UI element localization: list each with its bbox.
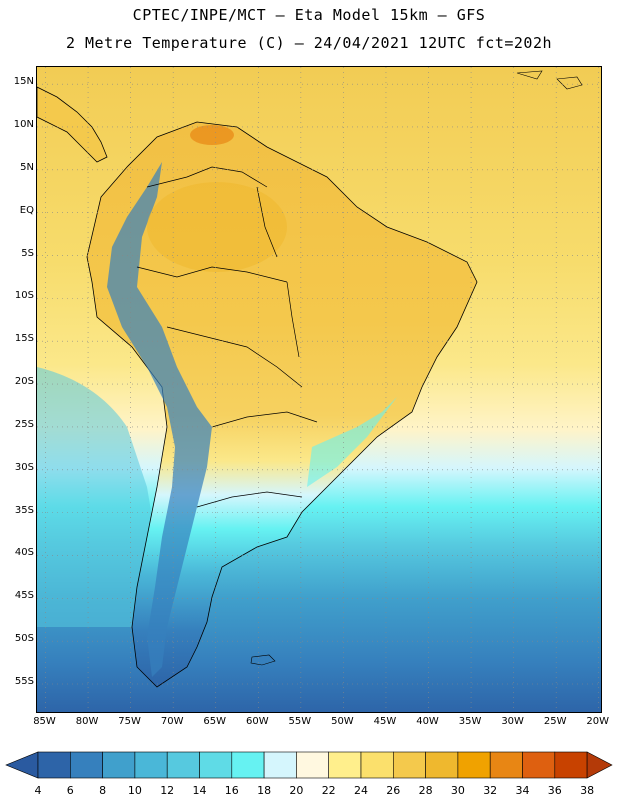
legend-label: 20 [289,784,304,797]
legend-label: 24 [354,784,368,797]
venezuela-hotspot [190,125,234,145]
legend-swatch [102,751,136,779]
legend-swatch [522,751,556,779]
map-subtitle: 2 Metre Temperature (C) – 24/04/2021 12U… [65,34,553,52]
lat-label: 45S [14,590,34,602]
legend-swatch [328,751,362,779]
legend-swatch [425,751,459,779]
legend-swatch [70,751,103,779]
lat-label: EQ [19,204,34,216]
lon-label: 85W [33,716,56,727]
country-borders [136,166,318,508]
lat-label: 15S [14,333,34,345]
central-america-landmass [37,86,108,163]
lat-label: 5S [21,247,34,259]
lat-label: 20S [14,376,34,388]
lat-label: 40S [14,547,34,559]
legend-swatch [489,751,523,779]
lat-label: 10N [13,118,34,130]
legend-label: 4 [34,784,42,797]
legend-label: 18 [257,784,272,797]
legend-over-arrow [586,751,613,779]
legend-swatch [392,751,426,779]
legend-label: 32 [483,784,498,797]
legend-swatch [199,751,233,779]
legend-label: 14 [192,784,207,797]
legend-label: 16 [224,784,239,797]
lat-label: 50S [14,633,34,645]
southern-brazil-cool-zone [307,397,397,487]
legend-swatch [263,751,297,779]
lon-label: 45W [373,716,397,727]
legend-label: 36 [547,784,562,797]
legend-under-arrow [5,751,39,779]
caribbean-islands [516,70,583,90]
legend-swatch [457,751,491,779]
legend-label: 8 [99,784,107,797]
lat-label: 5N [20,161,34,173]
lon-label: 55W [288,716,312,727]
lat-label: 55S [14,676,34,687]
lat-label: 30S [14,461,34,473]
legend-label: 12 [160,784,175,797]
legend-swatch [554,751,588,779]
lon-label: 40W [416,716,439,727]
color-legend: 4 6 8 10 12 14 16 18 20 22 24 26 28 30 32 34 36 38 [0,748,618,800]
lon-label: 50W [331,716,354,727]
amazon-warm-core [147,182,287,272]
map-title: CPTEC/INPE/MCT – Eta Model 15km – GFS [132,6,486,24]
legend-swatch [134,751,168,779]
lon-label: 25W [543,716,567,727]
legend-swatch [37,751,71,779]
lat-label: 10S [14,290,34,302]
lat-label: 35S [14,504,34,516]
falkland-islands [250,654,276,666]
lon-label: 70W [160,716,184,727]
lon-label: 75W [118,716,141,727]
andes-cold-ridge [107,162,212,677]
lon-label: 20W [586,716,610,727]
legend-label: 22 [321,784,336,797]
lon-label: 65W [203,716,227,727]
temperature-map [36,66,602,713]
legend-swatch [360,751,394,779]
lat-label: 25S [14,418,34,430]
legend-swatch [296,751,329,779]
lon-label: 30W [501,716,524,727]
lon-label: 60W [245,716,269,727]
lon-label: 35W [458,716,482,727]
legend-label: 38 [580,784,595,797]
pacific-cool-band [37,367,157,627]
legend-swatch [231,751,265,779]
lon-label: 80W [75,716,99,727]
legend-label: 6 [66,784,74,797]
legend-label: 26 [386,784,401,797]
legend-swatch [166,751,200,779]
legend-label: 10 [127,784,142,797]
lat-label: 15N [13,76,34,88]
legend-label: 30 [450,784,465,797]
legend-label: 34 [515,784,530,797]
legend-label: 28 [418,784,433,797]
